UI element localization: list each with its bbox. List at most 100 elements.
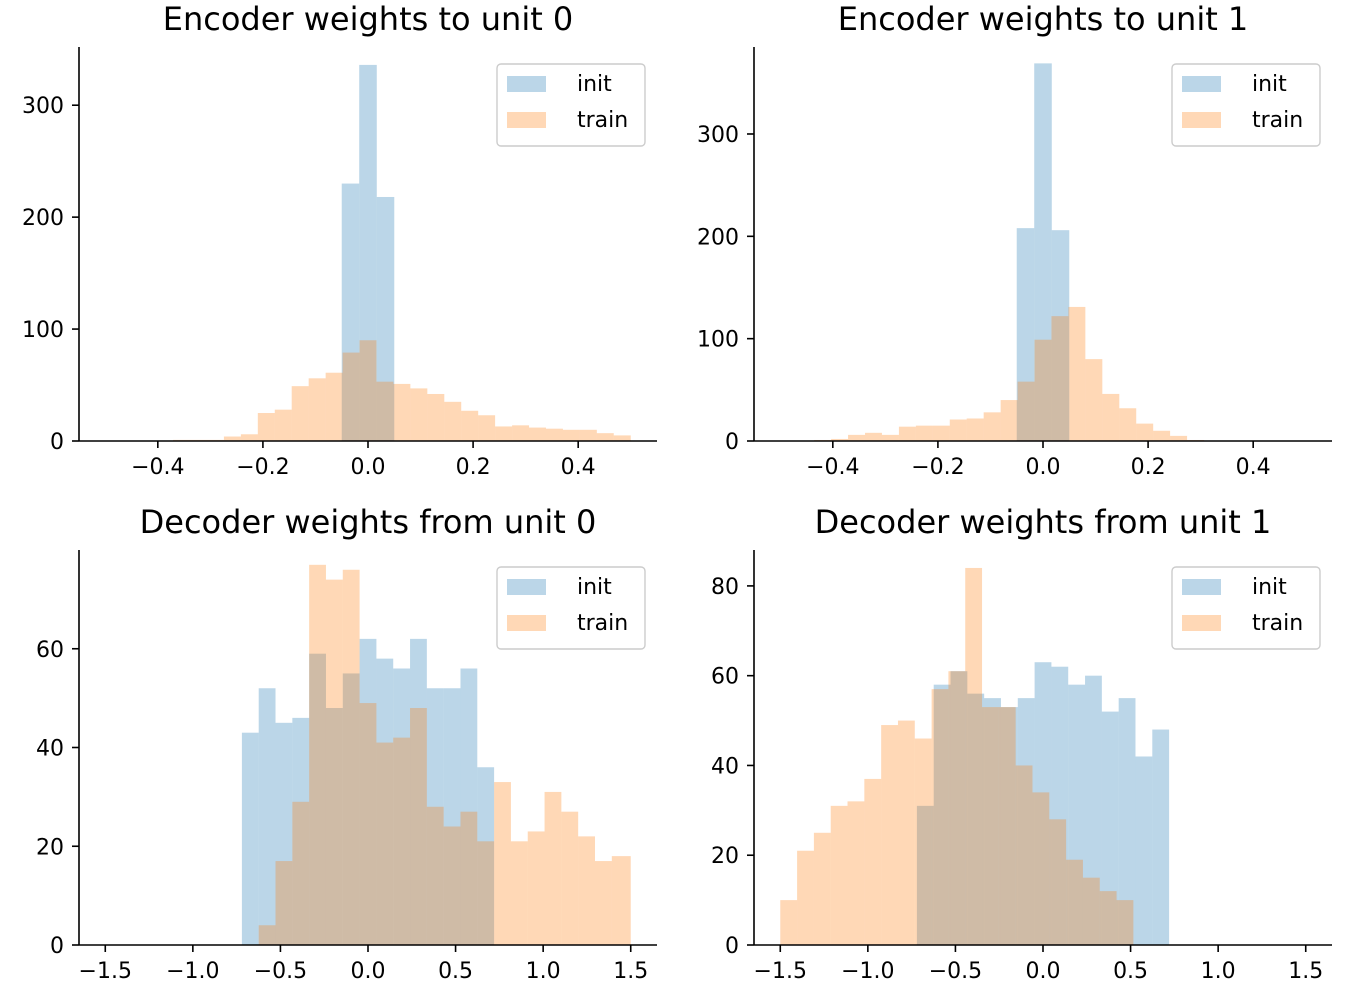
histogram-bar-init [376, 658, 394, 945]
histogram-bar-train [914, 738, 932, 945]
legend-swatch-init [507, 76, 546, 92]
histogram-bar-init [359, 638, 377, 945]
histogram-bar-train [223, 436, 241, 441]
legend-swatch-train [1182, 112, 1221, 128]
histogram-bar-init [460, 668, 478, 945]
legend: init train [496, 63, 646, 147]
histogram-bar-train [998, 707, 1016, 945]
legend-frame [496, 63, 646, 147]
chart-title: Decoder weights from unit 0 [140, 503, 597, 541]
histogram-bar-train [342, 569, 360, 945]
histogram-bar-train [1085, 359, 1103, 441]
histogram-bar-train [544, 791, 562, 945]
x-tick-label: −0.4 [131, 455, 184, 480]
y-tick-label: 20 [711, 844, 739, 869]
histogram-bar-init [477, 767, 495, 945]
histogram-bar-train [443, 826, 461, 945]
histogram-bar-train [393, 737, 411, 945]
y-tick-label: 0 [725, 934, 739, 959]
chart-title: Encoder weights to unit 0 [163, 0, 574, 38]
x-tick-label: 0.4 [1236, 455, 1271, 480]
histogram-bar-train [831, 438, 849, 441]
histogram-bar-train [596, 433, 614, 441]
histogram-bar-train [291, 386, 309, 441]
histogram-bar-init [393, 668, 411, 945]
histogram-bar-init [950, 671, 968, 945]
histogram-bar-train [292, 801, 310, 945]
histogram-bar-train [1170, 435, 1188, 441]
histogram-bar-train [579, 429, 597, 441]
histogram-bar-train [932, 425, 950, 441]
y-tick-label: 300 [22, 94, 64, 119]
y-tick-label: 0 [50, 934, 64, 959]
histogram-bar-train [410, 388, 428, 441]
histogram-bar-init [984, 698, 1001, 945]
histogram-bar-init [1051, 666, 1069, 945]
histogram-bar-init [1068, 684, 1086, 945]
histogram-bar-train [478, 415, 496, 441]
histogram-bar-init [292, 717, 310, 945]
histogram-bar-train [495, 426, 513, 441]
histogram-bar-train [561, 811, 579, 945]
histogram-bar-init [341, 183, 360, 441]
histogram-bar-train [308, 378, 326, 441]
histogram-bar-init [1152, 729, 1170, 945]
legend-frame [1171, 63, 1321, 147]
panel-decoder-unit-1: −1.5 −1.0 −0.5 0.0 0.5 1.0 1.5 0 20 40 60 80 Decoder… [711, 503, 1332, 984]
histogram-bar-train [512, 425, 530, 441]
histogram-bar-train [594, 861, 612, 945]
x-tick-label: 0.0 [1026, 959, 1061, 984]
y-tick-label: 80 [711, 575, 739, 600]
histogram-bar-init [275, 722, 293, 945]
histogram-bar-train [1136, 423, 1154, 441]
x-tick-label: −0.4 [806, 455, 859, 480]
histogram-bar-train [309, 564, 326, 945]
histogram-bar-train [325, 579, 343, 945]
histogram-bar-train [983, 412, 1001, 441]
histogram-bar-train [797, 850, 814, 945]
histogram-bar-init [1051, 230, 1070, 441]
histogram-bar-train [393, 383, 411, 441]
histogram-bar-train [613, 435, 631, 441]
histogram-bar-train [426, 806, 444, 945]
legend-label-init: init [577, 72, 612, 97]
x-tick-label: −0.2 [236, 455, 289, 480]
histogram-bar-init [325, 708, 343, 945]
x-tick-label: 0.4 [561, 455, 596, 480]
histogram-bar-train [965, 567, 983, 945]
histogram-bar-train [1015, 765, 1033, 945]
legend-swatch-init [507, 579, 546, 595]
x-tick-label: 1.0 [1201, 959, 1236, 984]
histogram-bar-train [240, 434, 258, 441]
histogram-bar-init [1085, 675, 1102, 945]
histogram-bar-init [258, 688, 276, 945]
histogram-bar-train [275, 861, 293, 945]
histogram-bar-train [931, 689, 949, 945]
y-tick-label: 20 [36, 835, 64, 860]
histogram-bar-train [376, 742, 394, 945]
y-tick-label: 100 [697, 328, 739, 353]
panel-decoder-unit-0: −1.5 −1.0 −0.5 0.0 0.5 1.0 1.5 0 20 40 60 Decoder w… [36, 503, 657, 984]
histogram-bar-train [1099, 891, 1117, 945]
legend-swatch-train [507, 615, 546, 631]
histogram-bar-init [410, 638, 427, 945]
histogram-bar-train [915, 425, 933, 441]
histogram-bar-init [1034, 63, 1052, 442]
histogram-bar-train [477, 841, 495, 945]
y-tick-label: 40 [36, 737, 64, 762]
legend-swatch-init [1182, 76, 1221, 92]
histogram-bar-train [274, 409, 292, 441]
histogram-bar-train [1068, 306, 1086, 441]
histogram-bar-train [359, 340, 377, 441]
histogram-bar-init [426, 688, 444, 945]
x-tick-label: 1.5 [1288, 959, 1323, 984]
histogram-bar-train [376, 381, 394, 441]
histogram-bar-train [780, 900, 798, 945]
histogram-bar-train [966, 418, 984, 441]
legend-frame [1171, 566, 1321, 650]
legend-label-init: init [577, 575, 612, 600]
histogram-bar-train [510, 841, 528, 945]
y-tick-label: 0 [50, 430, 64, 455]
histogram-bar-train [1017, 381, 1035, 441]
legend: init train [1171, 63, 1321, 147]
